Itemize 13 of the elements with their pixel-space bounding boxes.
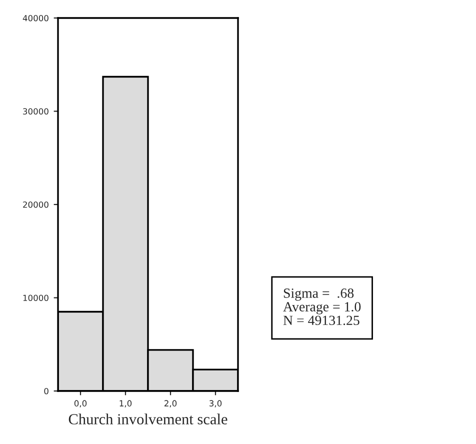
x-tick-label: 2,0 (164, 400, 177, 408)
y-tick-label: 0 (44, 388, 48, 394)
y-tick-label: 20000 (23, 201, 48, 208)
y-tick-label: 30000 (23, 108, 48, 115)
x-tick-label: 0,0 (74, 400, 87, 408)
text: Average = 1.0 (283, 302, 361, 314)
y-tick-label: 10000 (23, 294, 48, 302)
x-axis-title: Church involvement scale (68, 414, 228, 424)
x-tick-label: 1,0 (120, 400, 132, 408)
x-tick-label: 3,0 (210, 400, 222, 408)
text: Sigma = .68 (284, 288, 354, 301)
text: N = 49131.25 (283, 316, 360, 326)
y-tick-label: 40000 (22, 14, 48, 22)
